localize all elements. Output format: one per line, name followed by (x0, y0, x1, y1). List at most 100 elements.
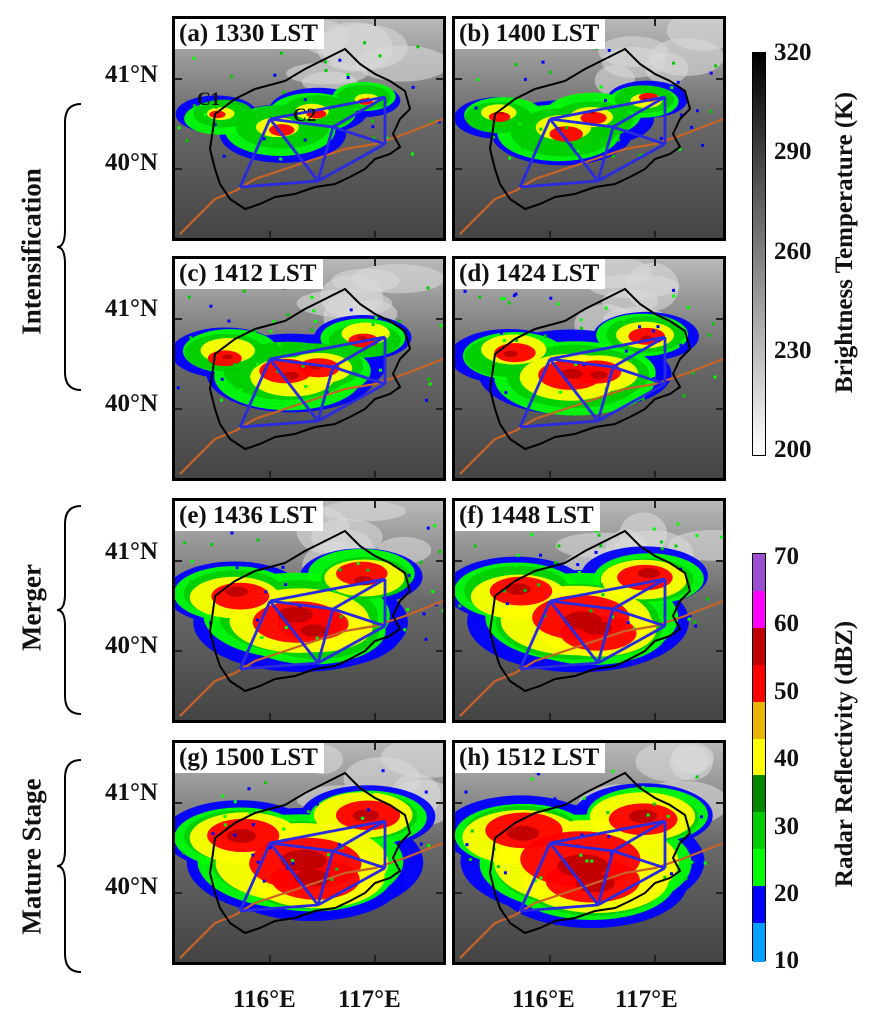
radar-tick: 30 (774, 813, 799, 840)
radar-speckle (230, 531, 234, 535)
radar-speckle (671, 288, 675, 292)
radar-speckle (646, 813, 650, 817)
network-edge (239, 661, 319, 671)
radar-speckle (688, 614, 692, 618)
radar-echo (225, 586, 248, 597)
radar-speckle (582, 807, 586, 811)
radar-color-segment (753, 775, 765, 815)
radar-speckle (499, 331, 503, 335)
network-edge (596, 608, 615, 664)
radar-speckle (310, 295, 314, 299)
radar-speckle (694, 624, 698, 628)
radar-speckle (427, 377, 431, 381)
radar-speckle (253, 329, 257, 333)
radar-speckle (192, 104, 196, 108)
radar-speckle (346, 76, 350, 80)
brightness-tick: 200 (774, 436, 812, 463)
radar-speckle (652, 377, 656, 381)
lat-label-40n: 40°N (104, 632, 158, 659)
radar-color-segment (753, 849, 765, 889)
radar-speckle (410, 152, 414, 156)
radar-speckle (611, 769, 615, 773)
radar-speckle (674, 544, 678, 548)
radar-speckle (425, 398, 429, 402)
radar-speckle (248, 811, 252, 815)
radar-speckle (530, 777, 534, 781)
radar-speckle (478, 295, 482, 299)
radar-speckle (303, 138, 307, 142)
radar-speckle (284, 625, 288, 629)
radar-speckle (310, 328, 314, 332)
radar-echo (642, 97, 648, 100)
radar-color-segment (753, 701, 765, 741)
radar-speckle (182, 851, 186, 855)
lat-label-41n: 41°N (104, 295, 158, 322)
radar-speckle (607, 835, 611, 839)
radar-speckle (378, 54, 382, 58)
radar-speckle (597, 533, 601, 537)
radar-speckle (315, 636, 319, 640)
radar-speckle (190, 559, 194, 563)
radar-speckle (187, 295, 191, 299)
panel-label: (d) 1424 LST (455, 259, 606, 289)
radar-speckle (507, 301, 511, 305)
radar-speckle (659, 540, 663, 544)
radar-speckle (599, 544, 603, 548)
radar-speckle (262, 879, 266, 883)
network-edge (518, 842, 552, 912)
cloud-patch (296, 289, 393, 318)
radar-speckle (543, 334, 547, 338)
radar-echo (505, 583, 531, 595)
map-panel-d: (d) 1424 LST (452, 256, 726, 481)
radar-speckle (582, 796, 586, 800)
radar-speckle (301, 364, 305, 368)
radar-echo (226, 829, 257, 843)
cloud-patch (648, 38, 723, 77)
radar-speckle (176, 386, 180, 390)
radar-speckle (403, 628, 407, 632)
panel-label: (g) 1500 LST (175, 743, 324, 773)
network-edge (612, 125, 666, 146)
radar-speckle (473, 544, 477, 548)
radar-speckle (291, 859, 295, 863)
radar-speckle (371, 136, 375, 140)
radar-speckle (312, 309, 316, 313)
network-edge (549, 117, 614, 129)
radar-speckle (594, 550, 598, 554)
radar-speckle (371, 125, 375, 129)
network-edge (548, 118, 600, 182)
radar-speckle (641, 397, 645, 401)
radar-echo (209, 110, 226, 119)
radar-speckle (714, 64, 718, 68)
lon-label-117e: 117°E (338, 986, 401, 1013)
radar-speckle (537, 772, 541, 776)
radar-speckle (458, 604, 462, 608)
network-edge (316, 126, 335, 182)
radar-speckle (212, 627, 216, 631)
radar-speckle (330, 877, 334, 881)
radar-speckle (663, 875, 667, 879)
region-boundary (488, 287, 692, 451)
radar-speckle (508, 156, 512, 160)
radar-speckle (590, 859, 594, 863)
network-edge (239, 179, 319, 189)
network-edge (268, 358, 320, 422)
network-edge (549, 335, 666, 361)
radar-speckle (589, 609, 593, 613)
radar-speckle (476, 77, 480, 81)
radar-speckle (411, 85, 415, 89)
lat-label-40n: 40°N (104, 149, 158, 176)
radar-echo (580, 111, 607, 125)
radar-echo (560, 368, 583, 379)
radar-speckle (439, 324, 443, 328)
radar-speckle (523, 77, 527, 81)
panel-label: (h) 1512 LST (455, 743, 606, 773)
radar-speckle (181, 845, 185, 849)
network-edge (269, 357, 334, 369)
radar-speckle (335, 867, 339, 871)
panel-label: (a) 1330 LST (175, 19, 324, 49)
radar-tick: 60 (774, 610, 799, 637)
network-edge (519, 903, 599, 913)
cloud-patch (320, 501, 407, 522)
network-edge (518, 600, 552, 670)
